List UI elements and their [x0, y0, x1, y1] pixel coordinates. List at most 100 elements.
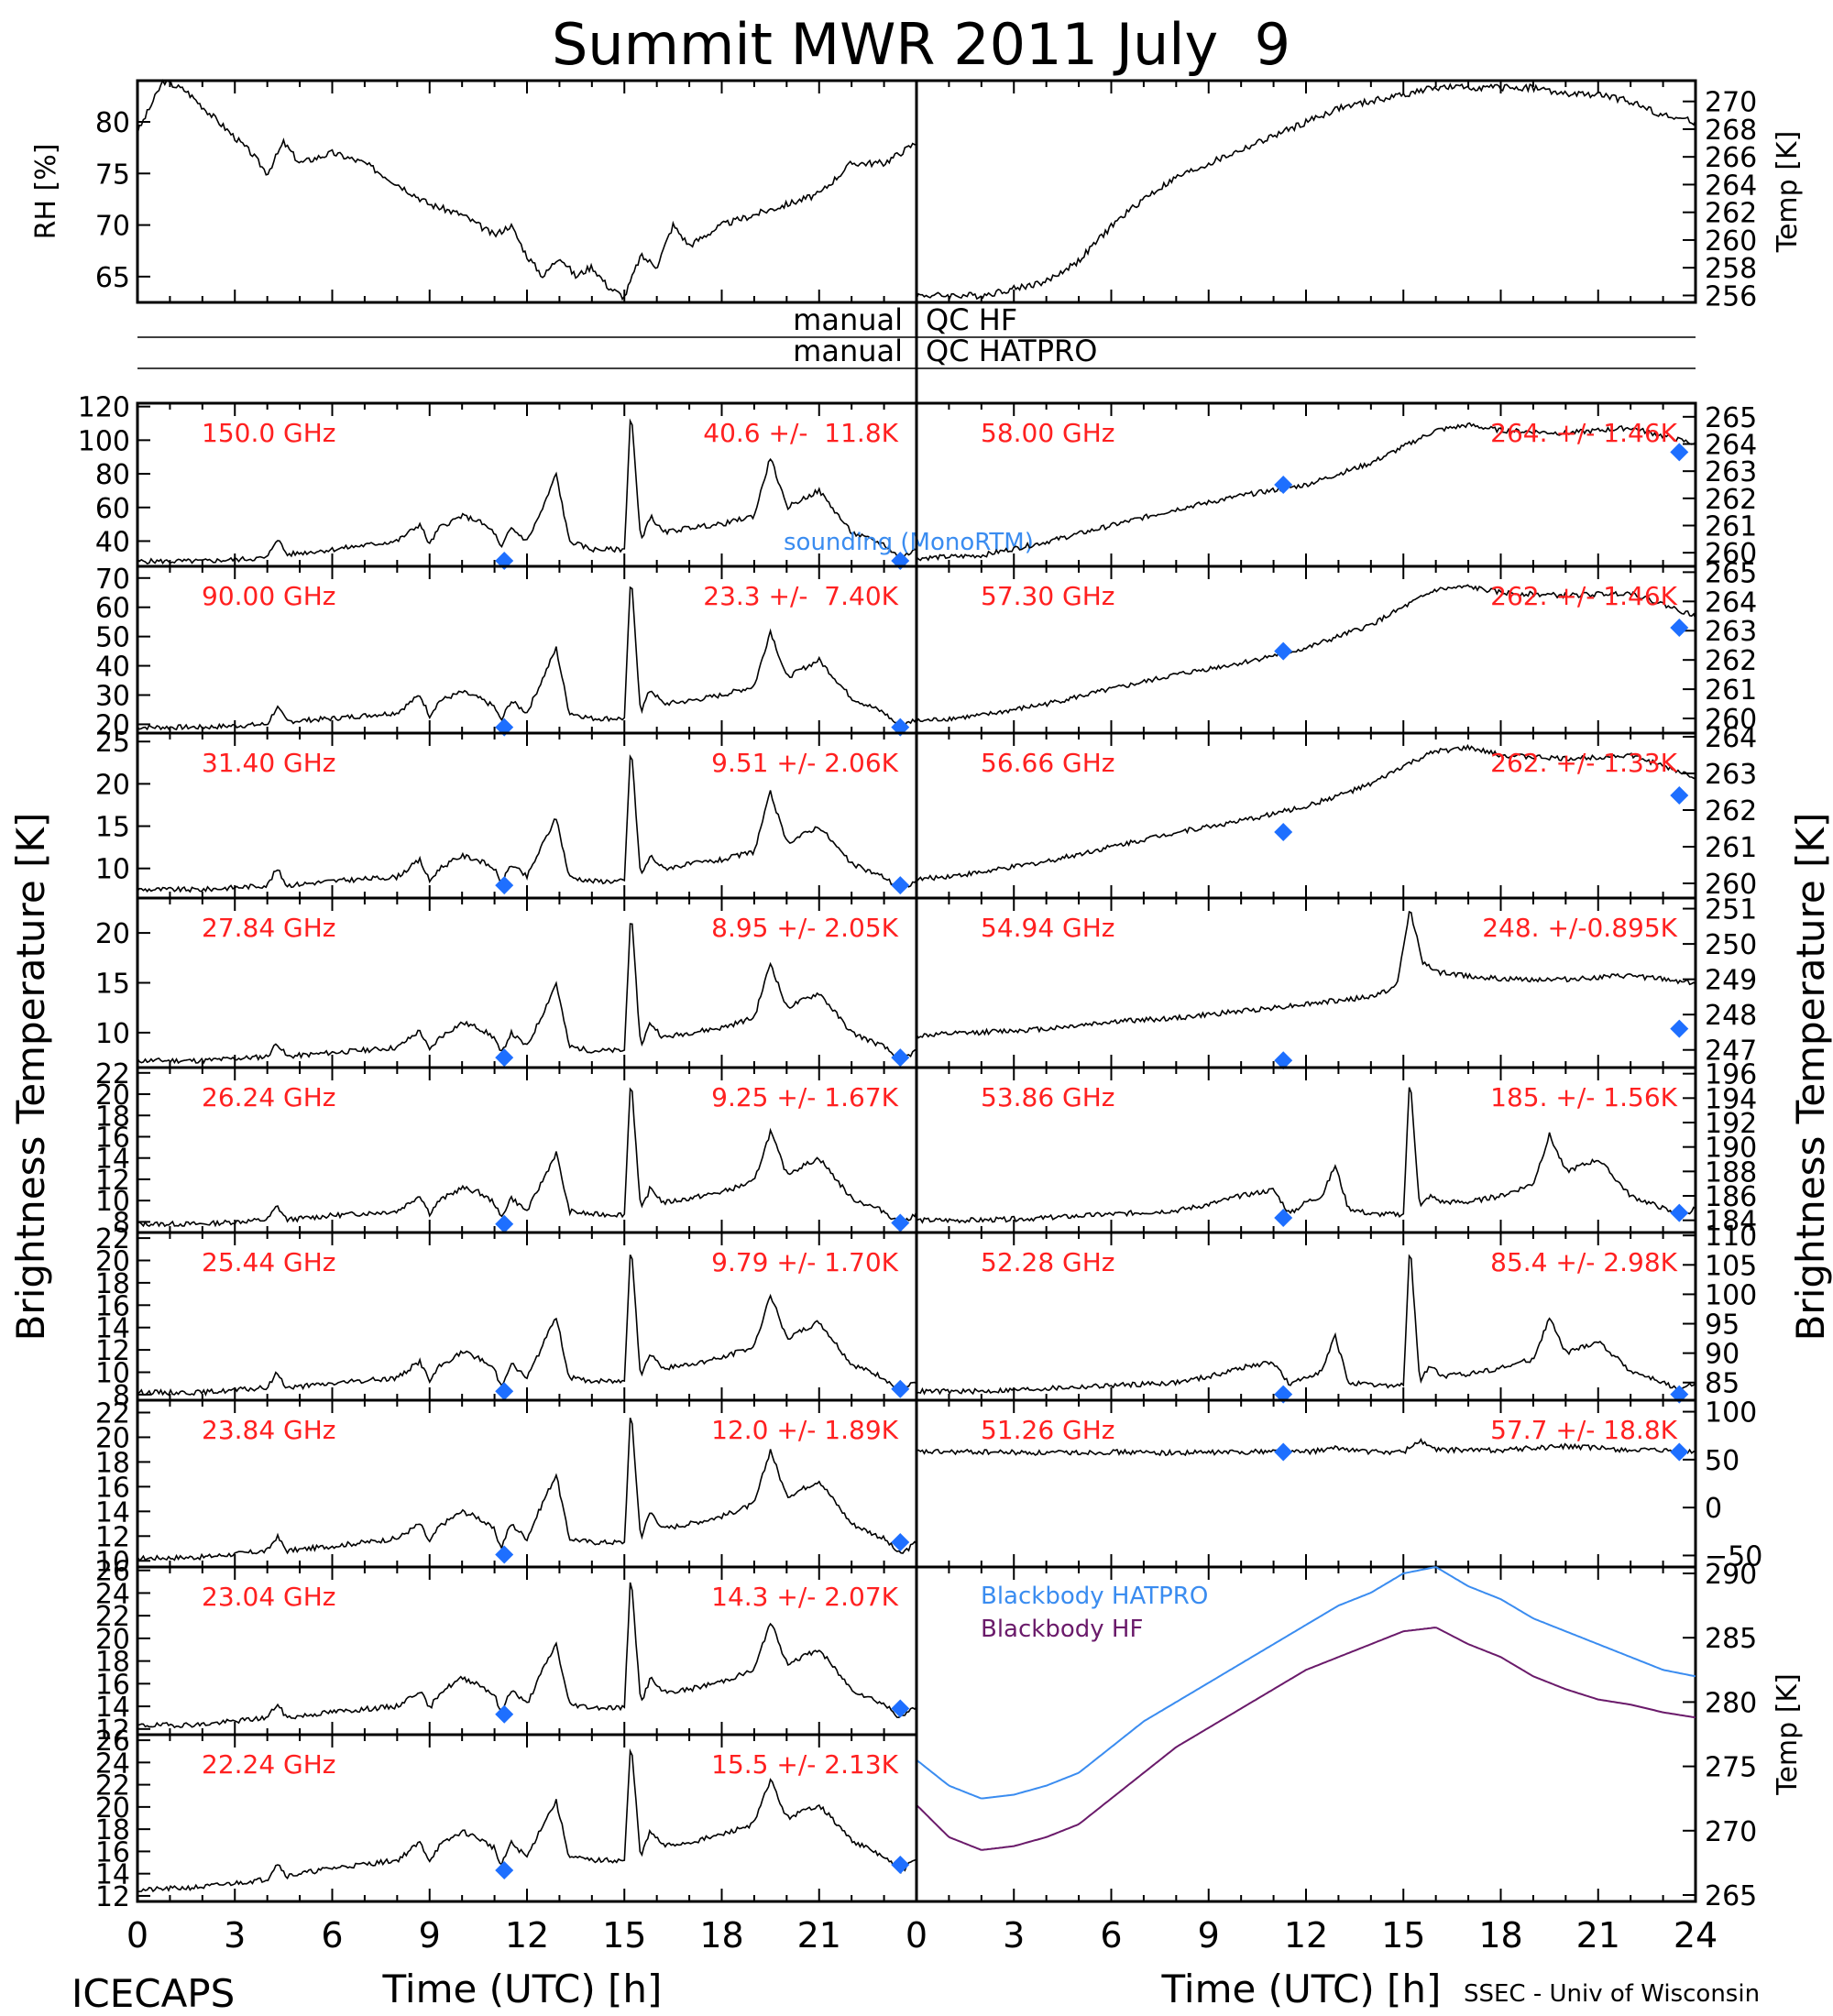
x-tick-label: 18 — [1478, 1915, 1522, 1956]
y-tick-label: 264 — [1705, 722, 1757, 754]
y-tick-label: 10 — [95, 1358, 130, 1390]
footer-right: SSEC - Univ of Wisconsin — [1464, 1980, 1760, 2008]
sounding-marker — [495, 1048, 514, 1068]
channel-label: 150.0 GHz — [202, 418, 336, 448]
y-axis-label-left: Brightness Temperature [K] — [8, 813, 53, 1342]
y-tick-label: 75 — [95, 159, 130, 191]
y-tick-label: 256 — [1705, 280, 1757, 312]
y-axis-label-right: Brightness Temperature [K] — [1788, 813, 1833, 1342]
channel-label: 58.00 GHz — [981, 418, 1115, 448]
x-axis-label-right: Time (UTC) [h] — [1161, 1967, 1442, 2011]
y-tick-label: 260 — [1705, 869, 1757, 901]
channel-stats: 23.3 +/- 7.40K — [703, 581, 898, 611]
y-tick-label: 15 — [95, 812, 130, 844]
qc-row-label: QC HF — [926, 302, 1017, 337]
x-tick-label: 3 — [224, 1915, 246, 1956]
y-tick-label: 270 — [1705, 1816, 1757, 1848]
sounding-marker — [1670, 1442, 1689, 1462]
y-tick-label: 70 — [95, 211, 130, 243]
x-tick-label: 3 — [1003, 1915, 1025, 1956]
y-tick-label: 25 — [95, 727, 130, 759]
y-tick-label: 10 — [95, 854, 130, 886]
y-tick-label: 16 — [95, 1122, 130, 1154]
x-tick-label: 24 — [1674, 1915, 1718, 1956]
y-tick-label: 265 — [1705, 557, 1757, 589]
panel-rh: 65 70 75 80 RH [%] — [30, 79, 918, 304]
channel-stats: 9.79 +/- 1.70K — [711, 1247, 898, 1277]
y-tick-label: 285 — [1705, 1623, 1757, 1655]
y-tick-label: 264 — [1705, 430, 1757, 462]
y-tick-label: 275 — [1705, 1752, 1757, 1784]
y-tick-label: 265 — [1705, 402, 1757, 434]
y-tick-label: 65 — [95, 262, 130, 294]
trace-line — [916, 1087, 1696, 1224]
y-tick-label: 24 — [95, 1578, 130, 1610]
trace-line — [137, 1255, 917, 1397]
y-tick-label: 14 — [95, 1313, 130, 1345]
legend-label: Blackbody HF — [981, 1616, 1143, 1643]
y-tick-label: 265 — [1705, 1880, 1757, 1912]
footer-left: ICECAPS — [71, 1971, 235, 2016]
channel-label: 23.04 GHz — [202, 1582, 336, 1612]
y-tick-label: 18 — [95, 1268, 130, 1300]
legend-label: Blackbody HATPRO — [981, 1583, 1208, 1610]
y-tick-label: 22 — [95, 1058, 130, 1090]
channel-stats: 185. +/- 1.56K — [1490, 1082, 1677, 1112]
sounding-marker — [1274, 641, 1293, 661]
channel-stats: 262. +/- 1.46K — [1490, 581, 1677, 611]
y-tick-label: 249 — [1705, 965, 1757, 997]
y-tick-label: 90 — [1705, 1339, 1740, 1371]
y-tick-label: 26 — [95, 1556, 130, 1588]
channel-label: 27.84 GHz — [202, 913, 336, 943]
y-tick-label: 22 — [95, 1397, 130, 1430]
y-tick-label: 20 — [95, 769, 130, 801]
channel-label: 31.40 GHz — [202, 748, 336, 778]
y-tick-label: 85 — [1705, 1368, 1740, 1400]
y-tick-label: 260 — [1705, 538, 1757, 570]
sounding-marker — [495, 876, 514, 895]
x-tick-label: 0 — [126, 1915, 148, 1956]
y-tick-label: 16 — [95, 1836, 130, 1868]
channel-label: 90.00 GHz — [202, 581, 336, 611]
x-tick-label: 12 — [1284, 1915, 1328, 1956]
channel-stats: 264. +/- 1.46K — [1490, 418, 1677, 448]
trace-line — [916, 422, 1696, 562]
y-tick-label: 80 — [95, 459, 130, 491]
y-tick-label: 186 — [1705, 1181, 1757, 1213]
y-tick-label: 20 — [95, 918, 130, 950]
y-tick-label: 22 — [95, 1770, 130, 1802]
sounding-marker — [495, 1704, 514, 1724]
y-tick-label: 260 — [1705, 704, 1757, 736]
trace-line — [916, 910, 1696, 1039]
trace-line — [137, 418, 917, 565]
x-tick-label: 9 — [1198, 1915, 1220, 1956]
y-tick-label: 12 — [95, 1165, 130, 1197]
y-tick-label: 40 — [95, 652, 130, 684]
y-tick-label: 100 — [1705, 1397, 1757, 1430]
y-tick-label: 60 — [95, 493, 130, 525]
trace-line — [137, 1087, 917, 1228]
qc-row-label: QC HATPRO — [926, 334, 1097, 368]
trace-line — [916, 1438, 1696, 1457]
y-tick-label: 20 — [95, 1422, 130, 1454]
y-tick-label: 12 — [95, 1881, 130, 1913]
sounding-marker — [891, 1379, 910, 1398]
sounding-marker — [1670, 1203, 1689, 1222]
channel-label: 52.28 GHz — [981, 1247, 1115, 1277]
channel-label: 26.24 GHz — [202, 1082, 336, 1112]
y-tick-label: 22 — [95, 1223, 130, 1255]
x-tick-label: 21 — [797, 1915, 841, 1956]
y-tick-label: 190 — [1705, 1133, 1757, 1165]
x-axis-label-left: Time (UTC) [h] — [382, 1967, 663, 2011]
y-tick-label: 14 — [95, 1692, 130, 1724]
y-tick-label: 50 — [1705, 1445, 1740, 1477]
y-tick-label: 14 — [95, 1496, 130, 1528]
sounding-marker — [1670, 443, 1689, 462]
sounding-marker — [891, 1855, 910, 1874]
